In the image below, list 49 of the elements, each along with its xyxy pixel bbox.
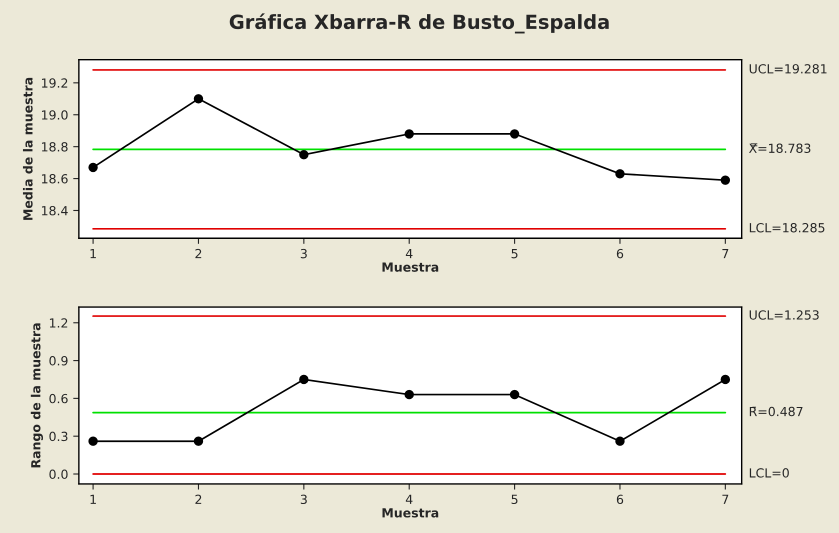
y-tick-label: 0.9: [49, 356, 68, 366]
x-axis-title: Muestra: [382, 262, 438, 272]
x-tick-label: 5: [512, 494, 518, 504]
x-tick-label: 4: [406, 249, 412, 258]
y-tick-label: 1.2: [50, 318, 68, 328]
point: [720, 175, 730, 185]
y-tick-label: 19.2: [42, 78, 68, 88]
x-tick-label: 2: [195, 248, 202, 258]
ref-line-label: UCL=19.281: [750, 64, 827, 74]
point: [194, 94, 204, 104]
chart-title: Gráfica Xbarra-R de Busto_Espalda: [230, 13, 609, 34]
y-tick-label: 0.6: [49, 394, 68, 404]
x-tick-label: 2: [195, 494, 202, 504]
y-tick-label: 0.0: [49, 469, 68, 479]
point: [510, 390, 520, 400]
x-axis-title: Muestra: [382, 508, 438, 518]
x-tick-label: 6: [616, 248, 624, 258]
point: [720, 374, 730, 384]
point: [299, 150, 309, 160]
point: [194, 436, 204, 446]
x-tick-label: 4: [406, 494, 412, 504]
point: [404, 129, 414, 139]
x-tick-label: 1: [90, 494, 96, 504]
x-tick-label: 6: [616, 494, 624, 504]
y-tick-label: 0.3: [49, 432, 68, 442]
ref-line-label: X̿=18.783: [748, 143, 810, 153]
x-tick-label: 3: [300, 248, 307, 258]
point: [510, 129, 520, 139]
x-tick-label: 5: [512, 249, 518, 258]
point: [615, 436, 625, 446]
ref-line-label: R̄=0.487: [750, 406, 802, 416]
point: [404, 390, 414, 400]
y-tick-label: 18.6: [42, 174, 68, 184]
x-tick-label: 7: [722, 249, 728, 258]
x-tick-label: 3: [300, 494, 307, 504]
point: [299, 374, 309, 384]
y-axis-title: Media de la muestra: [22, 78, 33, 220]
y-tick-label: 18.8: [42, 142, 68, 152]
y-axis-title: Rango de la muestra: [30, 323, 44, 468]
point: [88, 162, 98, 172]
x-tick-label: 7: [722, 494, 728, 504]
x-tick-label: 1: [90, 249, 96, 258]
y-tick-label: 18.4: [42, 206, 68, 216]
point: [88, 436, 98, 446]
ref-line-label: LCL=18.285: [750, 223, 824, 232]
ref-line-label: LCL=0: [750, 468, 789, 478]
ref-line-label: UCL=1.253: [750, 310, 819, 320]
y-tick-label: 19.0: [42, 110, 68, 120]
point: [615, 169, 625, 178]
